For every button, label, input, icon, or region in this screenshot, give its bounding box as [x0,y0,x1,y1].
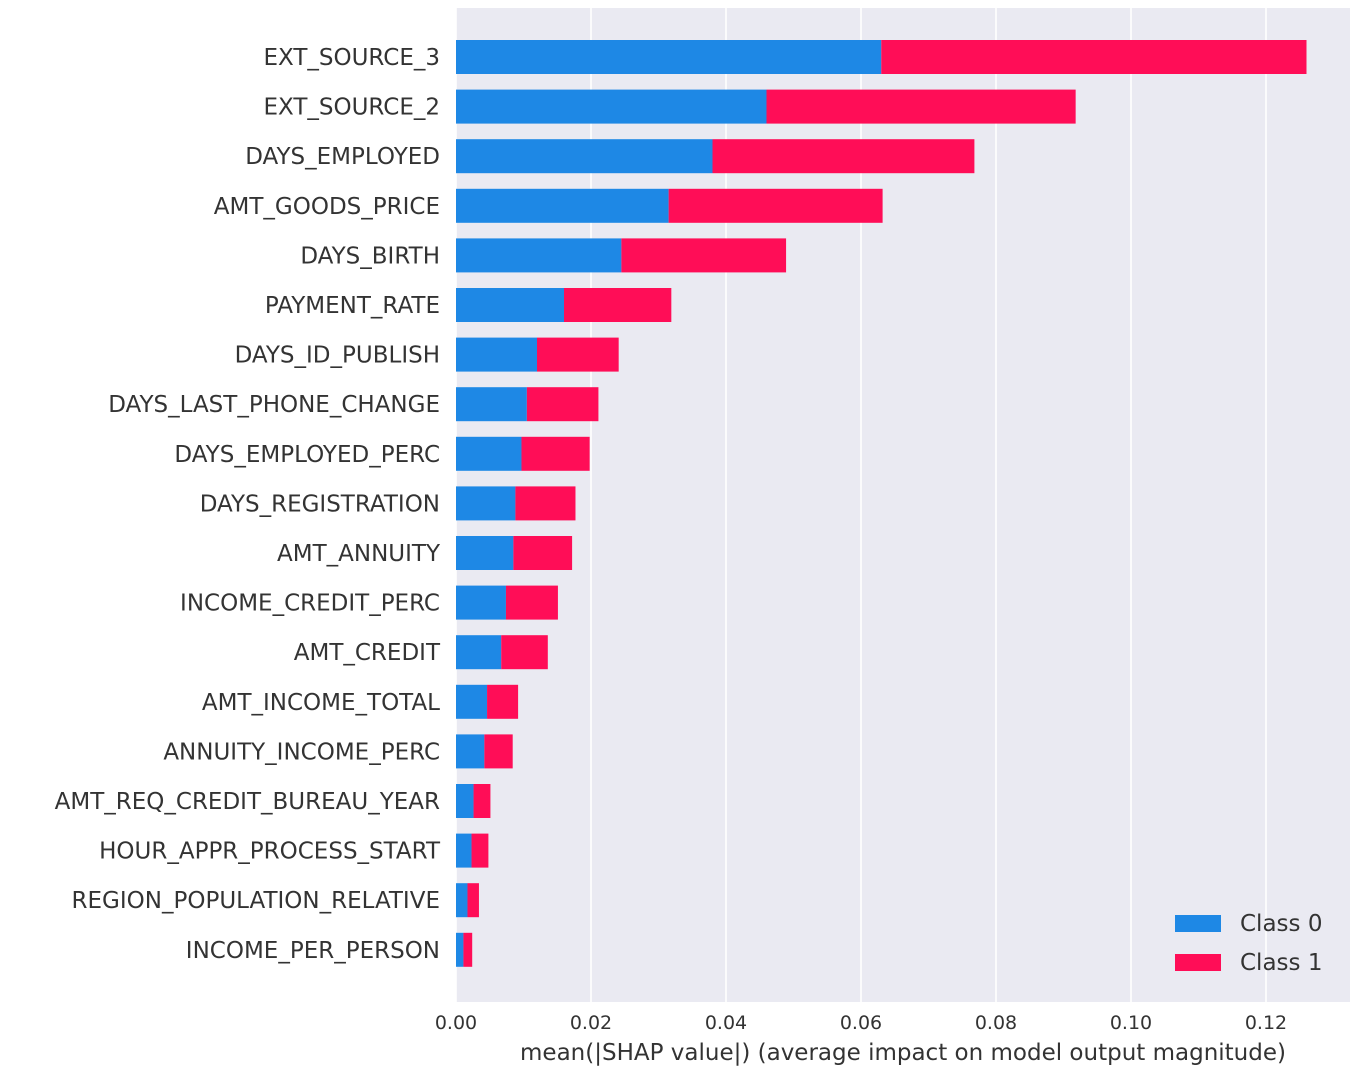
y-tick-label: EXT_SOURCE_2 [263,95,440,121]
bar-segment [456,833,472,868]
bar-segment [526,387,599,422]
bar-segment [456,436,522,471]
bar-segment [621,238,787,273]
bar-segment [766,89,1076,124]
y-tick-label: DAYS_EMPLOYED [245,144,440,170]
y-tick-label: INCOME_CREDIT_PERC [180,591,440,617]
bar-segment [668,188,883,223]
bar-segment [487,684,519,719]
bar-segment [456,635,502,670]
bar-segment [456,883,468,918]
bar-segment [456,89,767,124]
y-tick-label: DAYS_REGISTRATION [200,491,440,517]
y-tick-label: DAYS_EMPLOYED_PERC [174,442,440,468]
x-axis-label: mean(|SHAP value|) (average impact on mo… [520,1040,1286,1066]
bar-segment [456,238,622,273]
bar-segment [456,139,713,174]
bar-segment [456,288,564,322]
x-tick-label: 0.04 [705,1012,747,1034]
gridlines [455,8,1267,1002]
bar-segment [467,883,479,918]
bar-segment [456,932,464,967]
plot-area [456,8,1350,1002]
bar-segment [456,585,506,620]
bar-segment [513,536,573,570]
legend-label: Class 0 [1240,911,1322,937]
y-tick-label: AMT_GOODS_PRICE [214,194,440,220]
bar-segment [515,486,576,521]
x-tick-label: 0.12 [1245,1012,1287,1034]
bar-segment [456,734,485,769]
bar-segment [501,635,548,670]
bar-segment [456,40,882,74]
y-tick-labels: EXT_SOURCE_3 EXT_SOURCE_2 DAYS_EMPLOYED AMT… [55,45,441,964]
x-tick-label: 0.00 [435,1012,477,1034]
bar-segment [712,139,975,174]
x-tick-label: 0.10 [1110,1012,1152,1034]
x-tick-label: 0.02 [570,1012,612,1034]
bar-segment [505,585,558,620]
legend: Class 0 Class 1 [1175,911,1322,976]
y-tick-label: AMT_INCOME_TOTAL [202,690,440,716]
bar-segment [484,734,513,769]
bar-segment [456,486,516,521]
bar-segment [463,932,473,967]
y-tick-label: EXT_SOURCE_3 [263,45,440,71]
bar-segment [521,436,590,471]
y-tick-label: DAYS_ID_PUBLISH [235,343,440,369]
x-tick-labels: 0.00 0.02 0.04 0.06 0.08 0.10 0.12 [435,1012,1287,1034]
y-tick-label: HOUR_APPR_PROCESS_START [99,839,441,865]
y-tick-label: ANNUITY_INCOME_PERC [163,739,440,765]
legend-label: Class 1 [1240,950,1322,976]
y-tick-label: INCOME_PER_PERSON [186,938,440,964]
bar-segment [456,337,537,372]
bar-segment [473,784,491,818]
bar-segment [471,833,489,868]
bar-segment [456,784,474,818]
x-tick-label: 0.08 [975,1012,1017,1034]
legend-swatch [1175,915,1221,932]
bar-segment [456,188,669,223]
bar-segment [881,40,1307,74]
bar-segment [456,536,514,570]
y-tick-label: AMT_CREDIT [294,640,441,666]
y-tick-label: PAYMENT_RATE [265,293,440,319]
bar-segment [537,337,619,372]
y-tick-label: DAYS_LAST_PHONE_CHANGE [108,392,440,418]
y-tick-label: AMT_ANNUITY [277,541,441,567]
bars [456,40,1307,967]
y-tick-label: DAYS_BIRTH [300,243,440,269]
legend-swatch [1175,954,1221,971]
bar-segment [456,684,488,719]
y-tick-label: AMT_REQ_CREDIT_BUREAU_YEAR [55,789,440,815]
x-tick-label: 0.06 [840,1012,882,1034]
y-tick-label: REGION_POPULATION_RELATIVE [72,888,440,914]
bar-segment [456,387,527,422]
bar-segment [564,288,672,322]
